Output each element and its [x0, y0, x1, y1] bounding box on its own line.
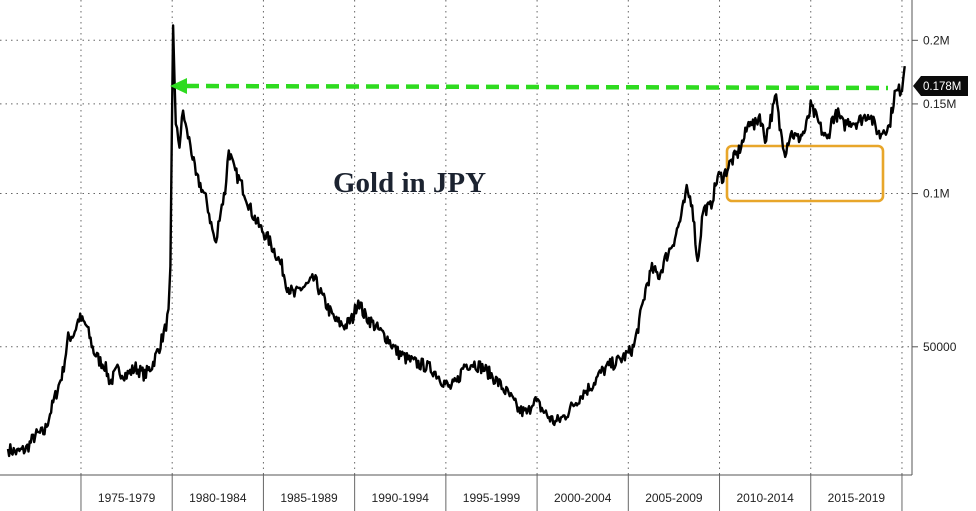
- gridlines: [0, 0, 912, 475]
- x-category-label: 2015-2019: [828, 491, 886, 505]
- gold-jpy-series-line: [6, 24, 906, 458]
- green-arrow-line: [185, 83, 889, 91]
- x-category-label: 2005-2009: [645, 491, 703, 505]
- last-value-label: 0.178M: [923, 81, 961, 93]
- green-arrow: [170, 78, 889, 94]
- green-arrow-head: [170, 78, 187, 94]
- x-category-label: 1985-1989: [280, 491, 338, 505]
- x-category-label: 1990-1994: [372, 491, 430, 505]
- x-category-label: 1995-1999: [463, 491, 521, 505]
- highlight-box: [725, 144, 885, 203]
- chart-title: Gold in JPY: [333, 167, 486, 199]
- x-axis-categories: 1975-1979 1980-1984 1985-1989 1990-1994 1995…: [80, 475, 903, 511]
- x-category-label: 1975-1979: [98, 491, 156, 505]
- y-tick-label: 0.2M: [923, 33, 950, 47]
- x-category-label: 2010-2014: [736, 491, 794, 505]
- axes: [0, 0, 913, 476]
- last-value-badge-shape: [913, 76, 968, 96]
- last-value-badge: 0.178M: [913, 76, 968, 96]
- y-tick-label: 0.1M: [923, 187, 950, 201]
- x-category-label: 2000-2004: [554, 491, 612, 505]
- y-tick-label: 50000: [923, 340, 957, 354]
- y-axis-ticks: 50000 0.1M 0.15M 0.2M: [912, 33, 957, 354]
- y-tick-label: 0.15M: [923, 97, 956, 111]
- series-layer: [6, 24, 906, 458]
- highlight-layer: [725, 144, 885, 203]
- x-category-label: 1980-1984: [189, 491, 247, 505]
